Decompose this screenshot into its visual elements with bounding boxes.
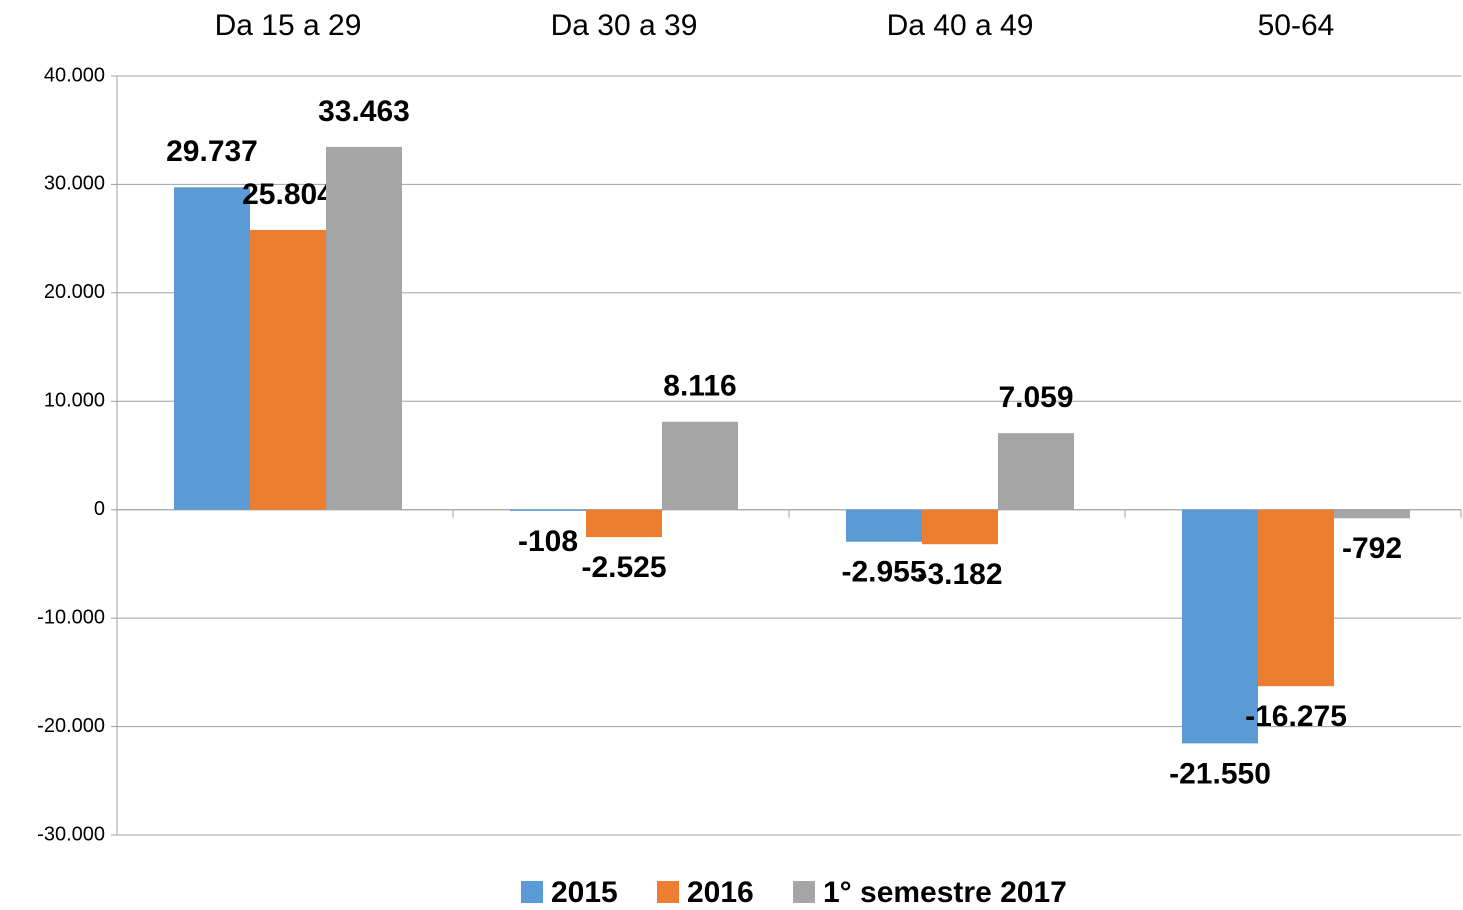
value-label: 33.463	[318, 95, 410, 128]
value-label: -108	[518, 525, 578, 558]
value-label: 25.804	[242, 178, 334, 211]
bar	[662, 421, 738, 510]
y-tick-label: -30.000	[37, 823, 105, 845]
y-tick-label: 30.000	[44, 173, 105, 195]
y-tick-label: -20.000	[37, 715, 105, 737]
bar	[510, 509, 586, 511]
legend-swatch	[657, 881, 679, 903]
bar	[326, 146, 402, 510]
value-label: -2.955	[841, 556, 926, 589]
bar	[846, 509, 922, 542]
legend-swatch	[793, 881, 815, 903]
bar	[250, 229, 326, 510]
value-label: -3.182	[917, 558, 1002, 591]
bar	[1182, 509, 1258, 744]
value-label: 8.116	[663, 370, 736, 403]
bar	[922, 509, 998, 545]
value-label: -2.525	[581, 551, 666, 584]
legend-swatch	[521, 881, 543, 903]
bar	[998, 433, 1074, 510]
y-tick-label: 20.000	[44, 281, 105, 303]
category-label: Da 40 a 49	[887, 9, 1034, 42]
y-tick-label: -10.000	[37, 606, 105, 628]
bar	[174, 187, 250, 510]
legend-label: 2015	[551, 876, 618, 909]
legend-label: 1° semestre 2017	[823, 876, 1067, 909]
value-label: -21.550	[1169, 757, 1271, 790]
bar	[1258, 509, 1334, 687]
category-label: Da 15 a 29	[215, 9, 362, 42]
y-tick-label: 0	[94, 498, 105, 520]
value-label: 7.059	[998, 381, 1073, 414]
bar	[1334, 509, 1410, 519]
category-label: 50-64	[1258, 9, 1335, 42]
category-label: Da 30 a 39	[551, 9, 698, 42]
bar	[586, 509, 662, 538]
value-label: -16.275	[1245, 700, 1347, 733]
y-tick-label: 10.000	[44, 390, 105, 412]
value-label: -792	[1342, 532, 1402, 565]
y-tick-label: 40.000	[44, 64, 105, 86]
legend-label: 2016	[687, 876, 754, 909]
value-label: 29.737	[166, 135, 258, 168]
